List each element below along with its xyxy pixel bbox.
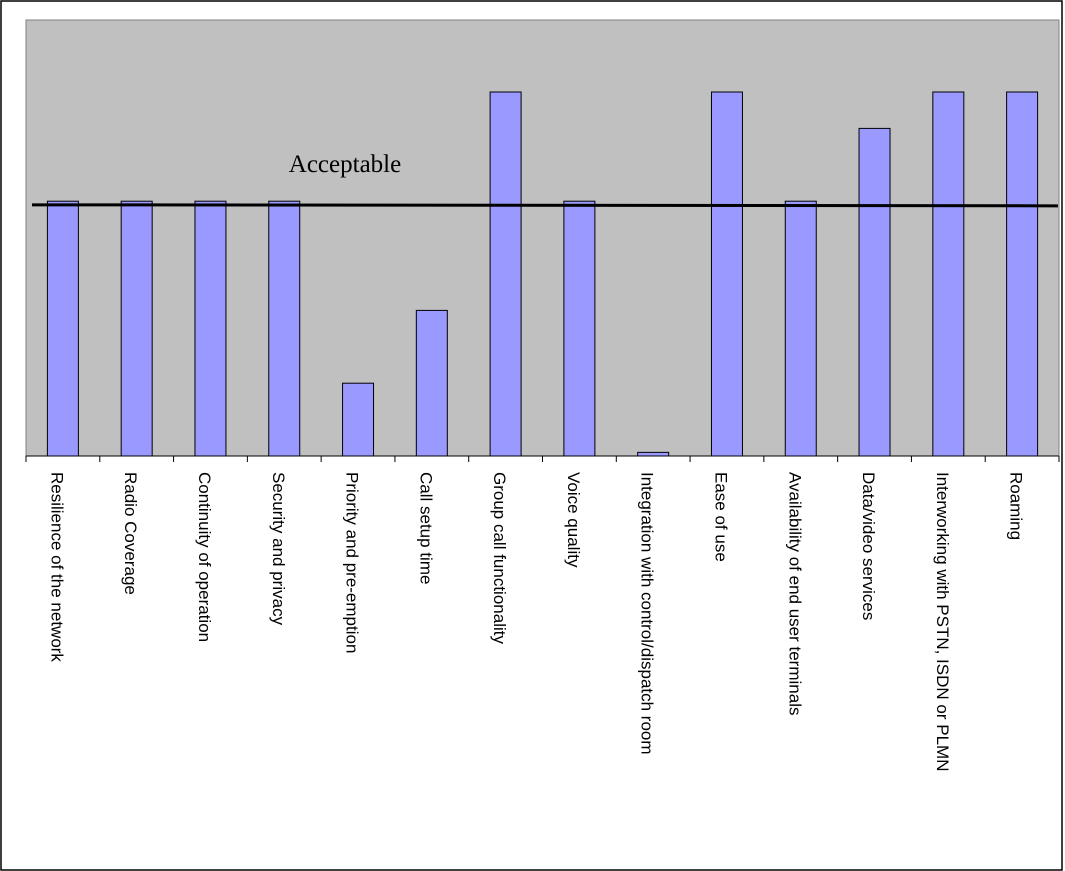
bar-7 (489, 91, 522, 457)
category-label-12: Data/video services (859, 472, 878, 620)
bar-10 (710, 91, 743, 457)
category-label-6: Call setup time (416, 472, 435, 584)
bar-13 (932, 91, 965, 457)
category-label-8: Voice quality (564, 472, 583, 568)
category-labels: Resilience of the network Radio Coverage C… (47, 472, 1025, 771)
bar-4 (268, 200, 301, 457)
acceptable-line (31, 203, 1059, 208)
category-label-5: Priority and pre-emption (343, 472, 362, 653)
category-label-14: Roaming (1007, 472, 1026, 540)
bars-group (46, 91, 1039, 457)
category-label-4: Security and privacy (269, 472, 288, 626)
bar-3 (194, 200, 227, 457)
bar-1 (46, 200, 79, 457)
category-label-1: Resilience of the network (47, 472, 66, 662)
plot-area (25, 19, 1060, 457)
category-label-7: Group call functionality (490, 472, 509, 644)
bar-5 (342, 382, 375, 457)
bar-14 (1006, 91, 1039, 457)
bar-6 (415, 309, 448, 457)
category-label-3: Continuity of operation (195, 472, 214, 642)
bar-12 (858, 127, 891, 457)
category-label-11: Availability of end user terminals (785, 472, 804, 715)
category-label-9: Integration with control/dispatch room (638, 472, 657, 755)
bar-2 (120, 200, 153, 457)
x-axis-ticks (25, 456, 1060, 462)
bar-11 (784, 200, 817, 457)
category-label-10: Ease of use (711, 472, 730, 562)
acceptable-label: Acceptable (289, 151, 401, 178)
category-label-13: Interworking with PSTN, ISDN or PLMN (933, 472, 952, 771)
category-label-2: Radio Coverage (121, 472, 140, 595)
bar-9 (637, 451, 670, 457)
bar-8 (563, 200, 596, 457)
